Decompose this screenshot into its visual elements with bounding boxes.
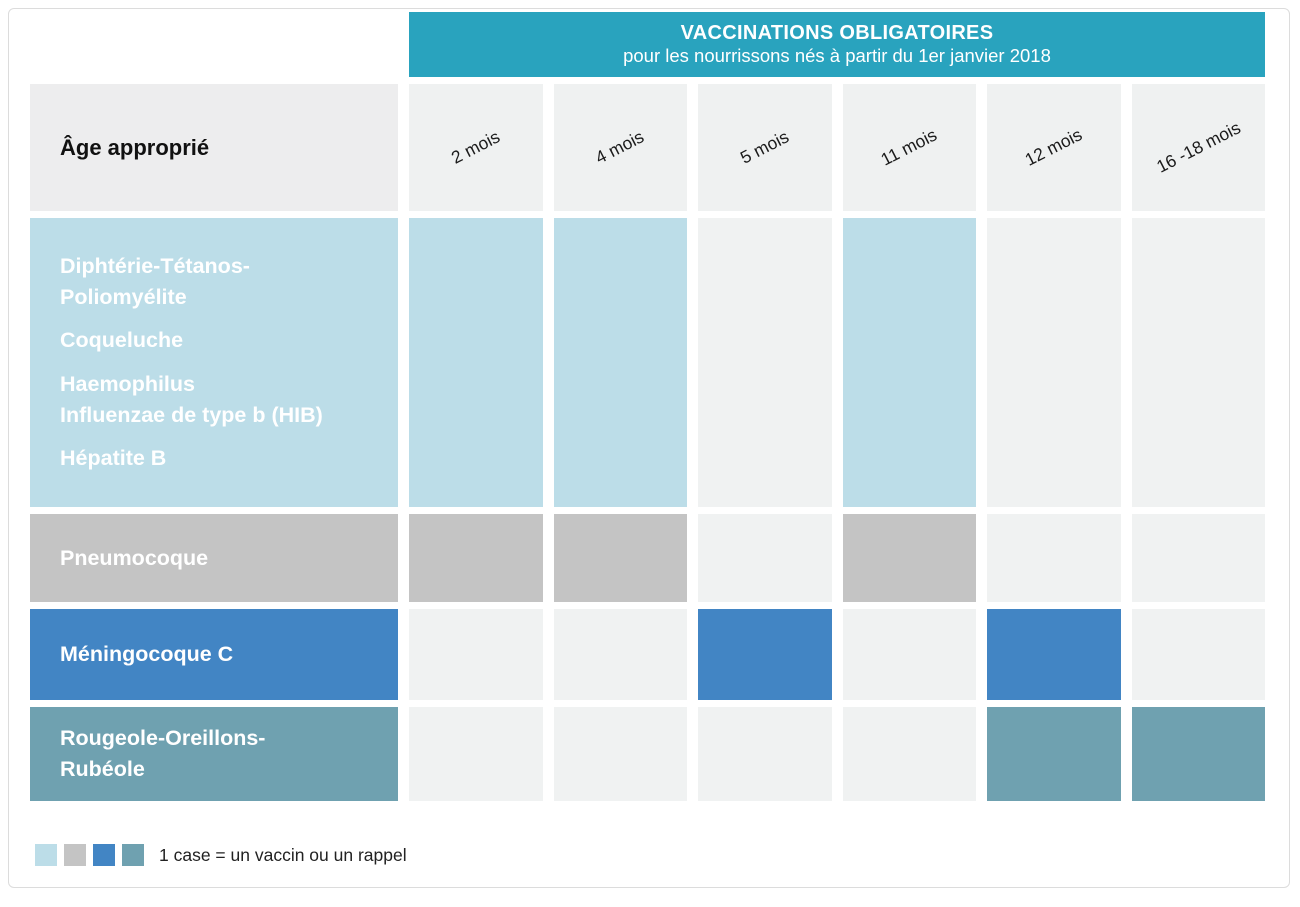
column-header-label: 2 mois xyxy=(448,126,504,168)
row-label-text: Hépatite B xyxy=(60,446,167,471)
column-header-1: 2 mois xyxy=(409,84,543,211)
legend: 1 case = un vaccin ou un rappel xyxy=(35,844,1265,866)
cell-dtp-coqueluche-hib-hepatiteb-col5 xyxy=(987,218,1121,507)
column-header-label: 5 mois xyxy=(737,126,793,168)
row-label-dtp-coqueluche-hib-hepatiteb: Diphtérie-Tétanos- Poliomyélite Coqueluch… xyxy=(30,218,398,507)
column-header-label: 4 mois xyxy=(592,126,648,168)
legend-swatch-1 xyxy=(35,844,57,866)
row-label-text: Haemophilus Influenzae de type b (HIB) xyxy=(60,372,323,427)
column-header-3: 5 mois xyxy=(698,84,832,211)
cell-pneumocoque-col5 xyxy=(987,514,1121,602)
legend-swatch-2 xyxy=(64,844,86,866)
cell-pneumocoque-col2 xyxy=(553,514,687,602)
cell-dtp-coqueluche-hib-hepatiteb-col1 xyxy=(409,218,543,507)
cell-pneumocoque-col3 xyxy=(698,514,832,602)
cell-dtp-coqueluche-hib-hepatiteb-col4 xyxy=(842,218,976,507)
cell-pneumocoque-col4 xyxy=(842,514,976,602)
cell-dtp-coqueluche-hib-hepatiteb-col6 xyxy=(1131,218,1265,507)
row-label-meningocoque-c: Méningocoque C xyxy=(30,609,398,700)
cell-dtp-coqueluche-hib-hepatiteb-col3 xyxy=(698,218,832,507)
age-column-header: Âge approprié xyxy=(30,84,398,211)
cell-meningocoque-c-col1 xyxy=(409,609,543,700)
row-label-text: Coqueluche xyxy=(60,328,184,353)
column-header-label: 11 mois xyxy=(877,124,941,170)
cell-pneumocoque-col1 xyxy=(409,514,543,602)
row-label-text: Pneumocoque xyxy=(60,545,209,570)
cell-dtp-coqueluche-hib-hepatiteb-col2 xyxy=(553,218,687,507)
column-header-label: 12 mois xyxy=(1021,124,1086,170)
schedule-grid: VACCINATIONS OBLIGATOIRES pour les nourr… xyxy=(30,12,1265,801)
banner-subtitle: pour les nourrissons nés à partir du 1er… xyxy=(623,45,1051,67)
cell-rougeole-oreillons-rubeole-col2 xyxy=(553,707,687,801)
row-label-text: Rougeole-Oreillons- Rubéole xyxy=(60,726,266,781)
legend-label: 1 case = un vaccin ou un rappel xyxy=(159,844,407,865)
cell-pneumocoque-col6 xyxy=(1131,514,1265,602)
banner: VACCINATIONS OBLIGATOIRES pour les nourr… xyxy=(409,12,1265,77)
row-label-text: Méningocoque C xyxy=(60,642,234,667)
column-header-4: 11 mois xyxy=(842,84,976,211)
row-label-pneumocoque: Pneumocoque xyxy=(30,514,398,602)
cell-rougeole-oreillons-rubeole-col1 xyxy=(409,707,543,801)
legend-swatch-4 xyxy=(122,844,144,866)
vaccination-schedule-card: VACCINATIONS OBLIGATOIRES pour les nourr… xyxy=(8,8,1290,888)
cell-meningocoque-c-col5 xyxy=(987,609,1121,700)
legend-swatch-3 xyxy=(93,844,115,866)
cell-meningocoque-c-col6 xyxy=(1131,609,1265,700)
cell-rougeole-oreillons-rubeole-col6 xyxy=(1131,707,1265,801)
row-label-rougeole-oreillons-rubeole: Rougeole-Oreillons- Rubéole xyxy=(30,707,398,801)
column-header-6: 16 -18 mois xyxy=(1131,84,1265,211)
row-label-text: Diphtérie-Tétanos- Poliomyélite xyxy=(60,254,250,309)
cell-meningocoque-c-col4 xyxy=(842,609,976,700)
cell-rougeole-oreillons-rubeole-col4 xyxy=(842,707,976,801)
cell-meningocoque-c-col2 xyxy=(553,609,687,700)
column-header-2: 4 mois xyxy=(553,84,687,211)
banner-title: VACCINATIONS OBLIGATOIRES xyxy=(680,21,994,44)
column-header-label: 16 -18 mois xyxy=(1152,117,1244,177)
cell-rougeole-oreillons-rubeole-col5 xyxy=(987,707,1121,801)
column-header-5: 12 mois xyxy=(987,84,1121,211)
cell-meningocoque-c-col3 xyxy=(698,609,832,700)
cell-rougeole-oreillons-rubeole-col3 xyxy=(698,707,832,801)
